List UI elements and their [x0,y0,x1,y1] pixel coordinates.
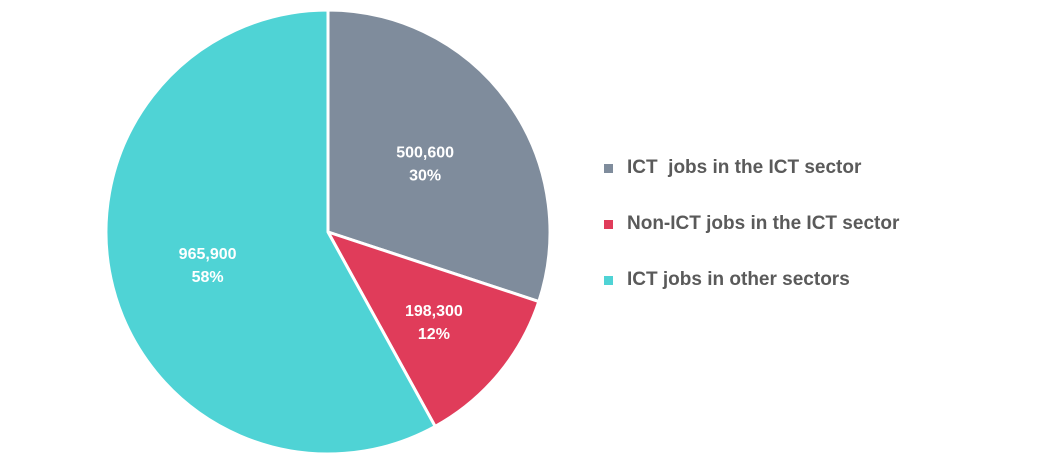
legend-label: ICT jobs in the ICT sector [627,157,862,178]
legend-swatch [604,163,613,173]
pie-labels: 500,600 30% 198,300 12% 965,900 58% [179,145,463,343]
pie-slices [104,8,552,456]
pie-slice [104,8,437,456]
slice-percent-label: 12% [418,326,450,343]
legend-item-non-ict-in-ict-sector: Non-ICT jobs in the ICT sector [604,213,900,234]
legend-item-ict-in-ict-sector: ICT jobs in the ICT sector [604,157,899,178]
pie-slice [326,8,552,304]
slice-value-label: 965,900 [179,246,237,263]
pie-slice [326,230,541,428]
slice-value-label: 500,600 [396,145,454,162]
legend-label: Non-ICT jobs in the ICT sector [627,213,900,234]
slice-percent-label: 58% [192,269,224,286]
slice-value-label: 198,300 [405,303,463,320]
chart-legend: ICT jobs in the ICT sector Non-ICT jobs … [604,157,900,326]
legend-label: ICT jobs in other sectors [627,269,850,290]
legend-swatch [604,275,613,285]
slice-percent-label: 30% [409,168,441,185]
legend-swatch [604,219,613,229]
legend-item-ict-in-other-sectors: ICT jobs in other sectors [604,269,899,290]
